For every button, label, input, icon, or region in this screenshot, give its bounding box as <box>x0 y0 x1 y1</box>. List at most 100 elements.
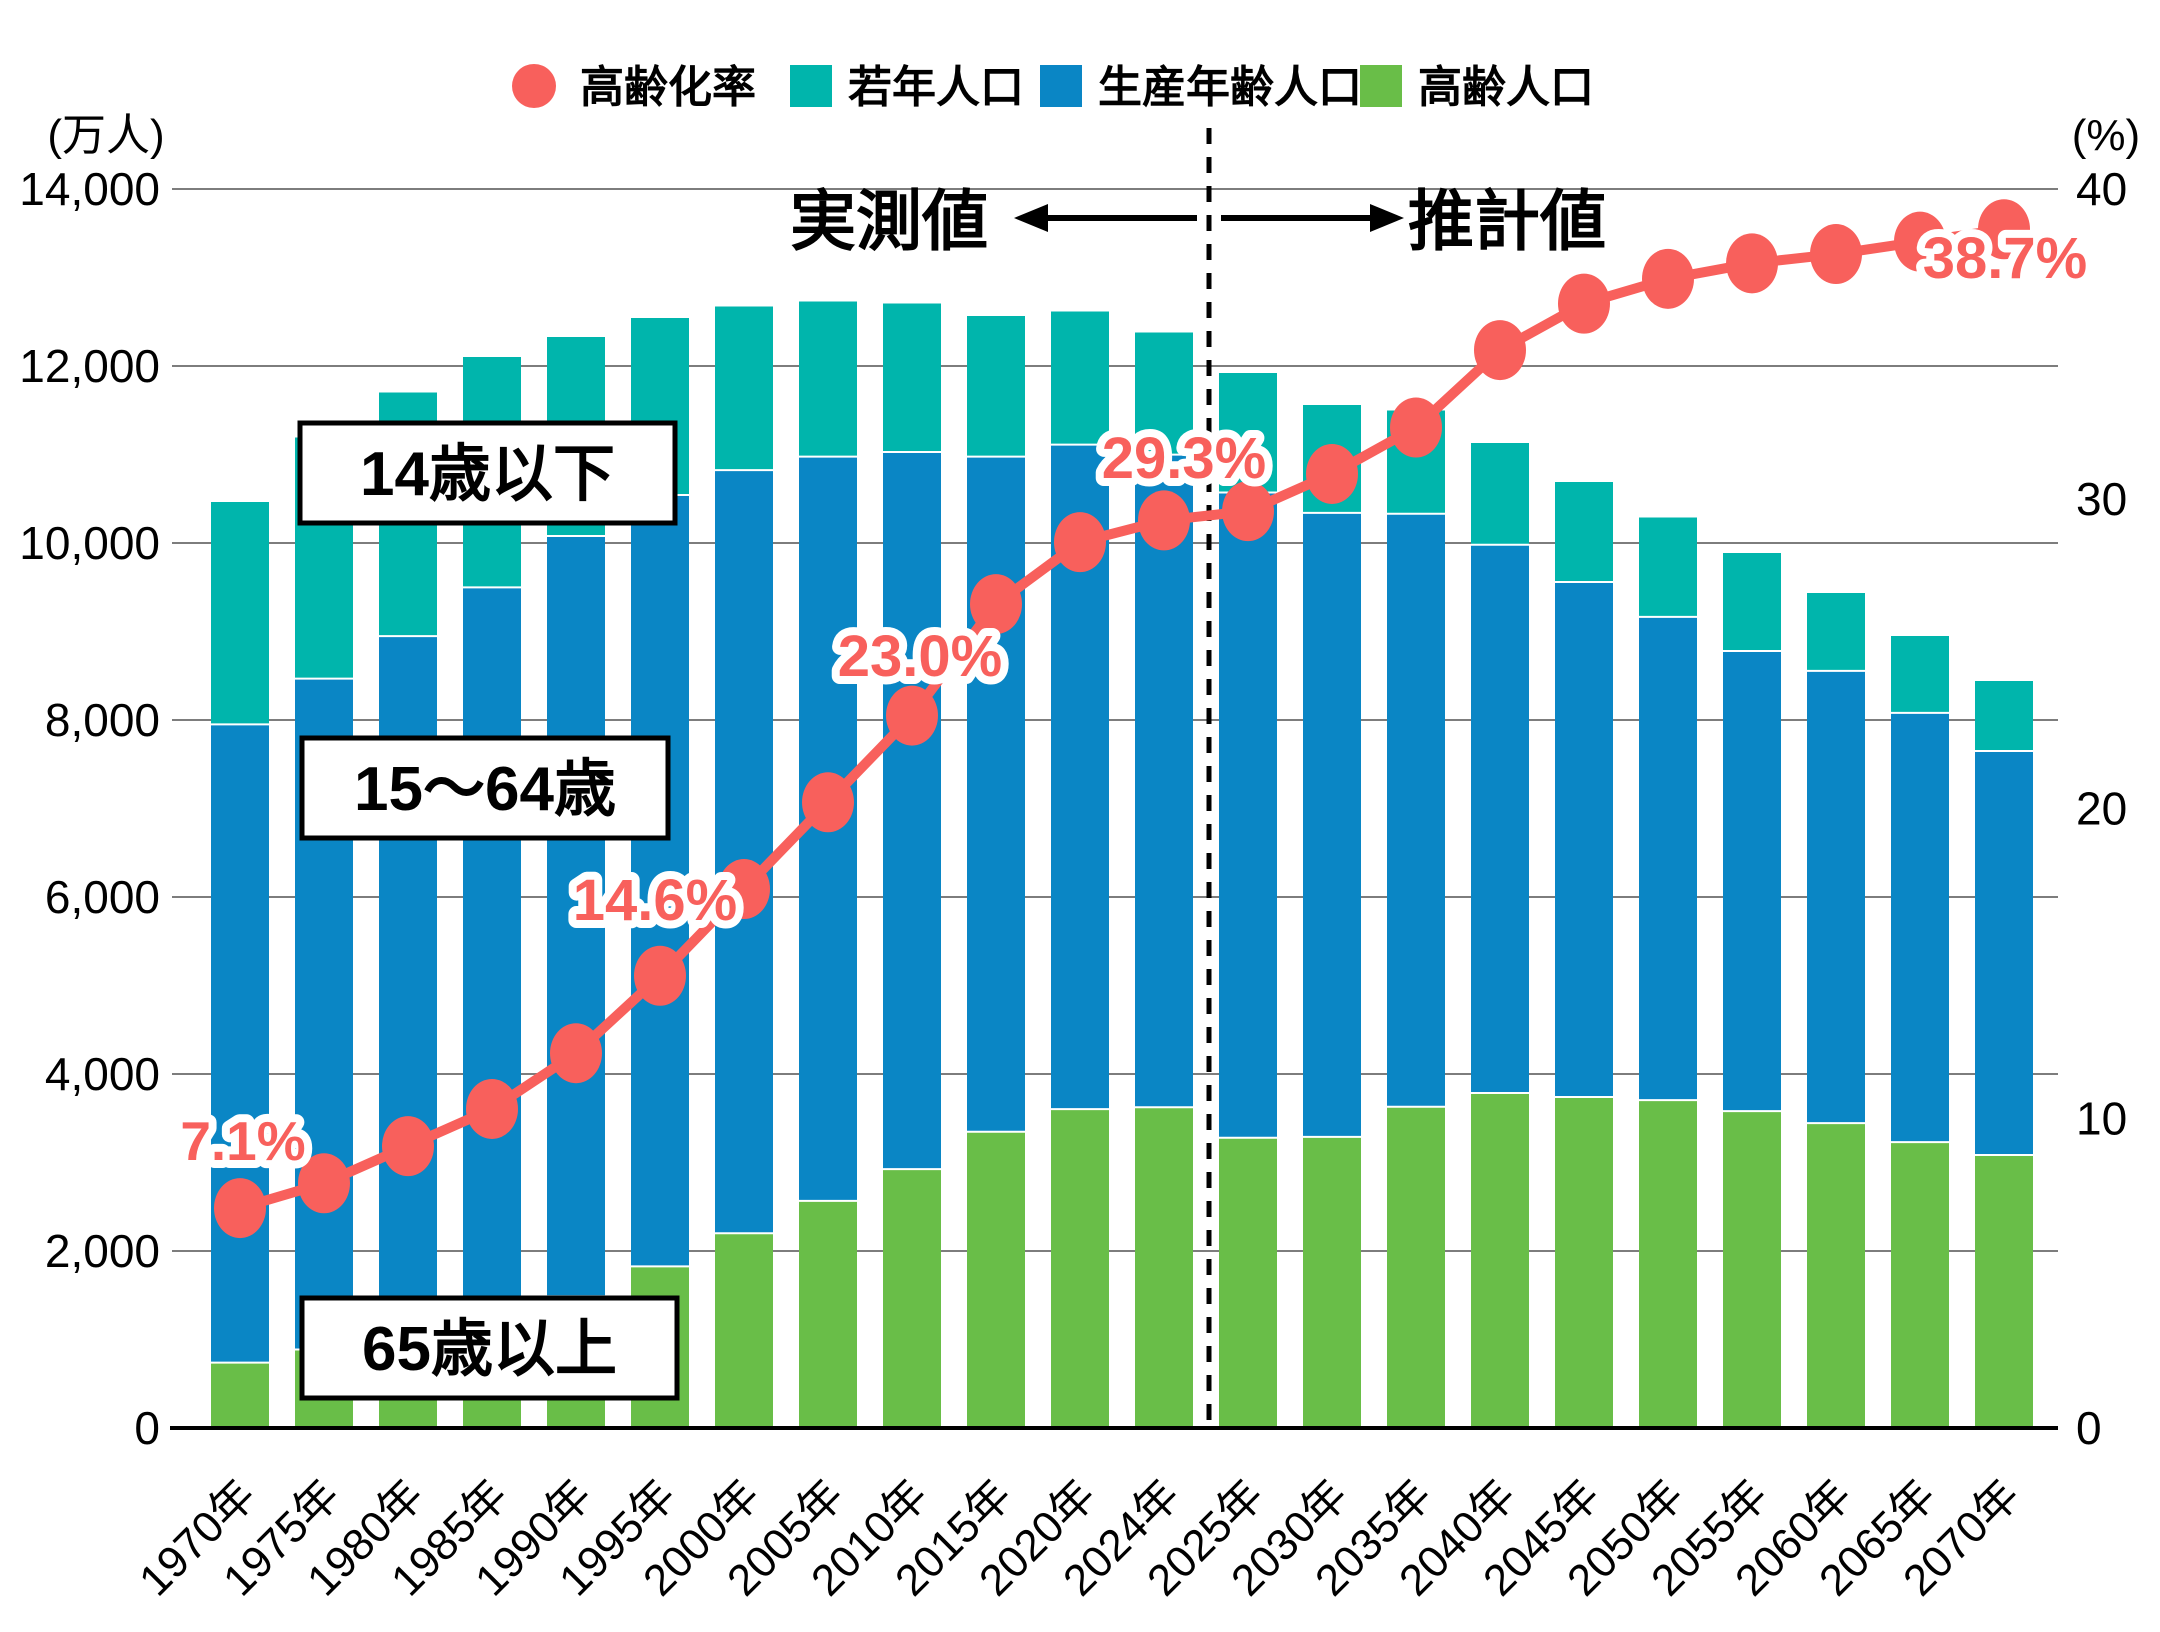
aging-rate-dot-1970年 <box>214 1178 266 1239</box>
bar-2010年-生産年齢人口 <box>883 452 941 1170</box>
bar-2024年-生産年齢人口 <box>1135 454 1193 1108</box>
bar-2035年-高齢人口 <box>1387 1106 1445 1428</box>
rate-callout-2070年: 38.7% <box>1923 226 2087 291</box>
bar-2015年-生産年齢人口 <box>967 456 1025 1132</box>
bar-1970年-若年人口 <box>211 501 269 725</box>
group-box-young <box>297 420 678 526</box>
aging-rate-dot-2020年 <box>1054 512 1106 573</box>
bar-2025年-高齢人口 <box>1219 1137 1277 1428</box>
right-axis-unit: (%) <box>2072 111 2140 160</box>
group-box-label-old: 65歳以上 <box>362 1315 617 1384</box>
bar-2010年-若年人口 <box>883 303 941 453</box>
bar-2070年-高齢人口 <box>1975 1154 2033 1428</box>
bar-2010年-高齢人口 <box>883 1169 941 1428</box>
bar-2020年-若年人口 <box>1051 311 1109 445</box>
aging-rate-dot-2010年 <box>886 685 938 746</box>
bar-2030年-生産年齢人口 <box>1303 512 1361 1137</box>
bar-2060年-高齢人口 <box>1807 1123 1865 1428</box>
left-axis-tick-label: 12,000 <box>19 340 160 392</box>
bar-2020年-高齢人口 <box>1051 1109 1109 1428</box>
bar-2065年-高齢人口 <box>1891 1142 1949 1428</box>
group-box-working <box>299 735 671 841</box>
bar-2055年-高齢人口 <box>1723 1111 1781 1428</box>
group-box-label-young: 14歳以下 <box>360 440 615 509</box>
bar-2000年-生産年齢人口 <box>715 470 773 1234</box>
left-axis-tick-label: 8,000 <box>45 694 160 746</box>
bar-2070年-若年人口 <box>1975 681 2033 751</box>
bar-2015年-若年人口 <box>967 315 1025 457</box>
aging-rate-dot-2024年 <box>1138 490 1190 551</box>
aging-rate-dot-2070年 <box>1978 199 2030 260</box>
bar-2030年-高齢人口 <box>1303 1136 1361 1428</box>
aging-rate-dot-2050年 <box>1642 248 1694 309</box>
observed-label: 実測値 <box>790 184 988 258</box>
bar-2045年-若年人口 <box>1555 481 1613 582</box>
bar-2035年-生産年齢人口 <box>1387 513 1445 1107</box>
aging-rate-dot-2065年 <box>1894 211 1946 272</box>
aging-rate-dot-1985年 <box>466 1078 518 1139</box>
right-axis-tick-label: 30 <box>2076 473 2127 525</box>
bar-2045年-高齢人口 <box>1555 1097 1613 1428</box>
legend-label-若年人口: 若年人口 <box>848 63 1024 112</box>
arrow-left-head <box>1014 204 1048 232</box>
bar-2060年-若年人口 <box>1807 593 1865 671</box>
bar-2025年-生産年齢人口 <box>1219 492 1277 1138</box>
left-axis-tick-label: 6,000 <box>45 871 160 923</box>
group-box-label-working: 15〜64歳 <box>354 755 616 824</box>
legend-marker-若年人口 <box>790 65 832 107</box>
group-box-old <box>299 1295 680 1401</box>
left-axis-tick-label: 4,000 <box>45 1048 160 1100</box>
bar-2050年-高齢人口 <box>1639 1100 1697 1428</box>
aging-rate-dot-2055年 <box>1726 233 1778 294</box>
right-axis-tick-label: 40 <box>2076 163 2127 215</box>
projected-label: 推計値 <box>1408 184 1606 258</box>
legend: 高齢化率 若年人口 生産年齢人口 高齢人口 <box>512 63 1594 112</box>
bar-2024年-高齢人口 <box>1135 1107 1193 1428</box>
bar-2060年-生産年齢人口 <box>1807 670 1865 1124</box>
aging-rate-dot-2035年 <box>1390 397 1442 458</box>
left-axis-tick-label: 14,000 <box>19 163 160 215</box>
rate-callout-1970年: 7.1% <box>180 1110 305 1172</box>
rate-callout-2010年: 23.0% <box>838 624 1002 689</box>
left-axis-tick-label: 10,000 <box>19 517 160 569</box>
bar-1970年-生産年齢人口 <box>211 724 269 1363</box>
legend-label-生産年齢人口: 生産年齢人口 <box>1098 63 1362 112</box>
bar-1970年-高齢人口 <box>211 1362 269 1428</box>
left-axis-tick-label: 0 <box>134 1402 160 1454</box>
legend-marker-生産年齢人口 <box>1040 65 1082 107</box>
rate-callout-1995年: 14.6% <box>573 868 737 933</box>
bar-2065年-生産年齢人口 <box>1891 712 1949 1143</box>
aging-rate-dot-2025年 <box>1222 481 1274 542</box>
aging-rate-dot-2015年 <box>970 574 1022 635</box>
bar-2050年-生産年齢人口 <box>1639 616 1697 1101</box>
legend-marker-高齢化率 <box>512 64 556 108</box>
aging-rate-dot-1980年 <box>382 1116 434 1177</box>
bar-2070年-生産年齢人口 <box>1975 750 2033 1155</box>
bar-2005年-若年人口 <box>799 301 857 457</box>
aging-rate-dot-1990年 <box>550 1023 602 1084</box>
left-axis-unit: (万人) <box>47 111 164 160</box>
aging-rate-line <box>235 224 2009 1214</box>
aging-rate-dot-2040年 <box>1474 320 1526 381</box>
bar-2015年-高齢人口 <box>967 1131 1025 1428</box>
legend-label-高齢化率: 高齢化率 <box>580 63 756 112</box>
bar-2040年-若年人口 <box>1471 442 1529 545</box>
legend-marker-高齢人口 <box>1360 65 1402 107</box>
aging-rate-dot-2000年 <box>718 859 770 920</box>
bar-2000年-高齢人口 <box>715 1233 773 1428</box>
bar-2024年-若年人口 <box>1135 332 1193 455</box>
right-axis-tick-label: 10 <box>2076 1092 2127 1144</box>
left-axis-tick-label: 2,000 <box>45 1225 160 1277</box>
bar-2040年-高齢人口 <box>1471 1093 1529 1428</box>
bar-2055年-生産年齢人口 <box>1723 650 1781 1112</box>
aging-rate-dot-1975年 <box>298 1153 350 1214</box>
arrow-right-head <box>1370 204 1404 232</box>
right-axis-tick-label: 0 <box>2076 1402 2102 1454</box>
legend-label-高齢人口: 高齢人口 <box>1418 63 1594 112</box>
bar-2000年-若年人口 <box>715 306 773 471</box>
bar-2045年-生産年齢人口 <box>1555 581 1613 1098</box>
bar-2055年-若年人口 <box>1723 553 1781 651</box>
right-axis-tick-label: 20 <box>2076 783 2127 835</box>
